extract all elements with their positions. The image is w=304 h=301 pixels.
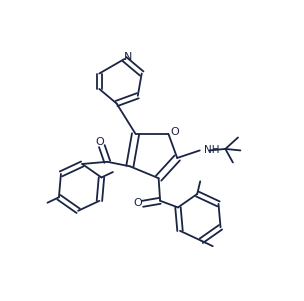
Text: O: O — [171, 126, 179, 136]
Text: O: O — [133, 198, 142, 208]
Text: NH: NH — [204, 145, 220, 155]
Text: N: N — [124, 51, 132, 62]
Text: O: O — [95, 137, 104, 147]
